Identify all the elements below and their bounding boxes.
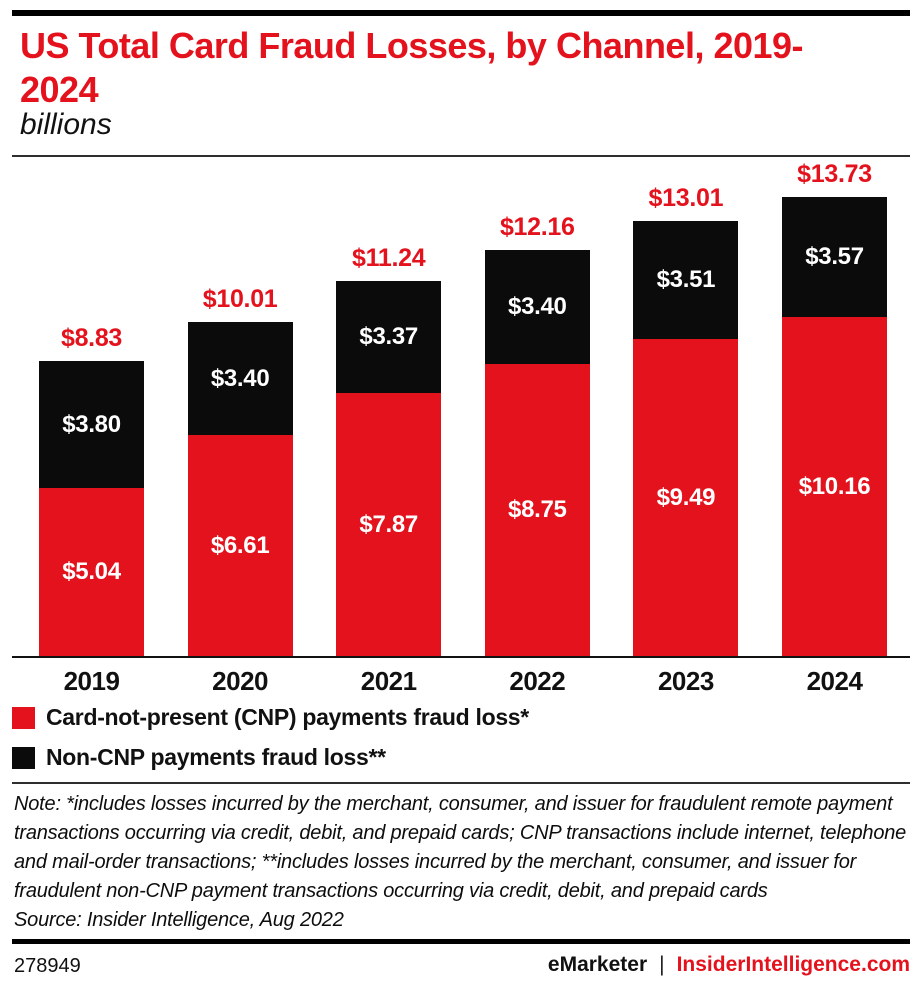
note-divider	[12, 782, 910, 784]
stacked-bar-chart: $8.83 $3.80 $5.04 2019 $10.01 $3.40 $6.61 2020 $…	[0, 160, 922, 696]
chart-id: 278949	[14, 955, 81, 977]
bar-total-label: $8.83	[60, 324, 123, 352]
header-divider	[12, 155, 910, 157]
footnote-block: Note: *includes losses incurred by the m…	[14, 790, 910, 935]
brand-insiderintelligence: InsiderIntelligence.com	[676, 953, 910, 976]
bar-segment-noncnp: $3.80	[39, 361, 144, 488]
footer-separator: |	[659, 953, 665, 976]
noncnp-value-label: $3.40	[508, 293, 567, 320]
legend-label-noncnp: Non-CNP payments fraud loss**	[46, 744, 386, 770]
bar-column-2023: $13.01 $3.51 $9.49 2023	[633, 160, 739, 696]
bar-segment-cnp: $8.75	[484, 364, 590, 656]
footer-brands: eMarketer | InsiderIntelligence.com	[548, 953, 910, 977]
bar-segment-cnp: $5.04	[39, 488, 144, 656]
x-axis-tick-label: 2020	[212, 666, 269, 696]
bar-column-2022: $12.16 $3.40 $8.75 2022	[484, 160, 590, 696]
top-rule	[12, 10, 910, 16]
noncnp-value-label: $3.40	[210, 364, 270, 392]
page-subtitle: billions	[20, 108, 112, 141]
noncnp-value-label: $3.57	[805, 243, 864, 270]
x-axis-tick-label: 2022	[509, 666, 566, 696]
bar-segment-cnp: $10.16	[782, 317, 887, 656]
bar-column-2020: $10.01 $3.40 $6.61 2020	[187, 160, 293, 696]
legend-item-noncnp: Non-CNP payments fraud loss**	[12, 744, 529, 771]
bar-total-label: $13.73	[797, 160, 872, 188]
brand-emarketer: eMarketer	[547, 953, 648, 976]
bar-segment-noncnp: $3.40	[484, 250, 590, 364]
cnp-value-label: $5.04	[62, 558, 121, 585]
legend-label-cnp: Card-not-present (CNP) payments fraud lo…	[46, 704, 529, 730]
x-axis-tick-label: 2021	[360, 666, 417, 696]
bar-segment-cnp: $9.49	[633, 339, 739, 656]
bar-total-label: $10.01	[202, 285, 278, 313]
legend-swatch-red	[12, 706, 35, 729]
bar-total-label: $12.16	[499, 213, 575, 241]
page-title: US Total Card Fraud Losses, by Channel, …	[20, 25, 804, 110]
legend: Card-not-present (CNP) payments fraud lo…	[12, 704, 529, 784]
x-axis-tick-label: 2019	[63, 666, 120, 696]
noncnp-value-label: $3.51	[656, 266, 716, 293]
bar-segment-noncnp: $3.40	[187, 322, 293, 435]
x-axis-tick-label: 2023	[657, 666, 714, 696]
noncnp-value-label: $3.37	[359, 323, 418, 350]
bar-segment-noncnp: $3.57	[782, 197, 887, 317]
note-text: Note: *includes losses incurred by the m…	[14, 793, 907, 902]
x-axis-tick-label: 2024	[806, 666, 863, 696]
noncnp-value-label: $3.80	[62, 410, 121, 438]
legend-item-cnp: Card-not-present (CNP) payments fraud lo…	[12, 704, 529, 731]
cnp-value-label: $6.61	[210, 531, 270, 559]
bar-segment-noncnp: $3.37	[336, 281, 442, 393]
bar-column-2021: $11.24 $3.37 $7.87 2021	[336, 160, 442, 696]
bar-column-2019: $8.83 $3.80 $5.04 2019	[39, 160, 144, 696]
bar-segment-cnp: $6.61	[187, 435, 293, 656]
x-axis-line	[12, 656, 910, 658]
cnp-value-label: $8.75	[508, 496, 567, 523]
footer-divider	[12, 939, 910, 944]
bar-total-label: $13.01	[648, 184, 724, 212]
bar-segment-cnp: $7.87	[336, 393, 442, 656]
bar-total-label: $11.24	[352, 244, 426, 272]
bar-column-2024: $13.73 $3.57 $10.16 2024	[782, 160, 887, 696]
source-text: Source: Insider Intelligence, Aug 2022	[14, 909, 344, 931]
footer: 278949 eMarketer | InsiderIntelligence.c…	[0, 953, 922, 983]
cnp-value-label: $7.87	[359, 510, 418, 538]
legend-swatch-black	[12, 746, 35, 769]
cnp-value-label: $10.16	[798, 472, 871, 500]
bar-segment-noncnp: $3.51	[633, 221, 739, 339]
cnp-value-label: $9.49	[656, 483, 716, 511]
